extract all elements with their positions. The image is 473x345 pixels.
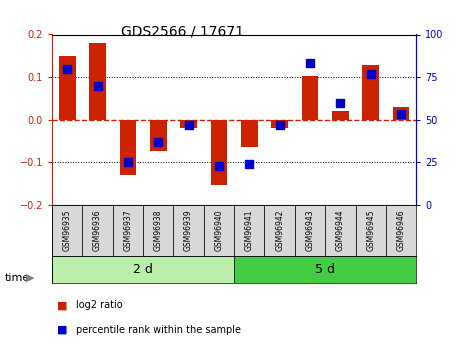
FancyBboxPatch shape <box>113 205 143 256</box>
Text: GSM96935: GSM96935 <box>63 209 72 251</box>
Point <box>337 100 344 105</box>
FancyBboxPatch shape <box>386 205 416 256</box>
Text: GSM96942: GSM96942 <box>275 209 284 251</box>
Text: GSM96936: GSM96936 <box>93 209 102 251</box>
Text: GSM96944: GSM96944 <box>336 209 345 251</box>
Text: GSM96940: GSM96940 <box>214 209 223 251</box>
Text: ■: ■ <box>57 325 67 335</box>
Point <box>367 71 375 76</box>
Point <box>124 159 131 165</box>
FancyBboxPatch shape <box>52 256 234 283</box>
Text: GSM96945: GSM96945 <box>366 209 375 251</box>
FancyBboxPatch shape <box>234 205 264 256</box>
Point <box>245 161 253 167</box>
FancyBboxPatch shape <box>174 205 204 256</box>
Bar <box>302 76 318 120</box>
Point <box>397 112 405 117</box>
Point <box>215 163 223 168</box>
Text: GDS2566 / 17671: GDS2566 / 17671 <box>121 24 244 38</box>
Point <box>306 61 314 66</box>
FancyBboxPatch shape <box>325 205 356 256</box>
Point <box>276 122 283 127</box>
Bar <box>150 120 166 151</box>
Bar <box>59 56 76 120</box>
Bar <box>180 120 197 128</box>
Text: 2 d: 2 d <box>133 263 153 276</box>
Text: ■: ■ <box>57 300 67 310</box>
FancyBboxPatch shape <box>52 205 82 256</box>
Point <box>94 83 101 88</box>
Bar <box>393 107 410 120</box>
Text: percentile rank within the sample: percentile rank within the sample <box>76 325 241 335</box>
Text: GSM96939: GSM96939 <box>184 209 193 251</box>
Bar <box>89 43 106 120</box>
FancyBboxPatch shape <box>143 205 174 256</box>
Text: ▶: ▶ <box>26 273 34 283</box>
FancyBboxPatch shape <box>264 205 295 256</box>
Text: log2 ratio: log2 ratio <box>76 300 123 310</box>
FancyBboxPatch shape <box>356 205 386 256</box>
FancyBboxPatch shape <box>82 205 113 256</box>
Text: time: time <box>5 273 30 283</box>
FancyBboxPatch shape <box>234 256 416 283</box>
Text: GSM96946: GSM96946 <box>396 209 405 251</box>
Text: GSM96943: GSM96943 <box>306 209 315 251</box>
Bar <box>241 120 258 147</box>
Bar <box>362 65 379 120</box>
Text: GSM96938: GSM96938 <box>154 209 163 251</box>
Bar <box>332 111 349 120</box>
Point <box>185 122 193 127</box>
Bar <box>272 120 288 128</box>
Text: GSM96941: GSM96941 <box>245 209 254 251</box>
Bar <box>120 120 136 175</box>
FancyBboxPatch shape <box>295 205 325 256</box>
FancyBboxPatch shape <box>204 205 234 256</box>
Point <box>155 139 162 145</box>
Bar <box>210 120 228 186</box>
Text: GSM96937: GSM96937 <box>123 209 132 251</box>
Text: 5 d: 5 d <box>315 263 335 276</box>
Point <box>63 66 71 71</box>
